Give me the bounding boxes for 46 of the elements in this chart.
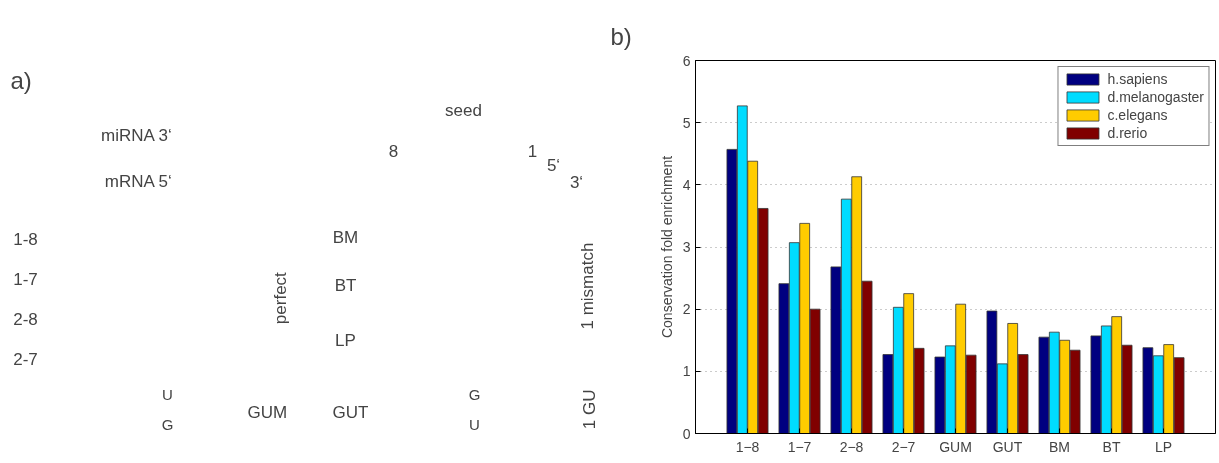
text: 2-7 bbox=[13, 350, 38, 370]
text: 1-8 bbox=[13, 230, 38, 250]
text: G bbox=[468, 386, 481, 404]
text: seed bbox=[445, 100, 482, 120]
legend-label: c.elegans bbox=[1107, 107, 1168, 123]
text: GUT bbox=[332, 403, 369, 423]
x-tick-label: 1−7 bbox=[787, 438, 812, 455]
y-tick-label: 4 bbox=[682, 176, 691, 193]
chart-title: b) bbox=[610, 22, 632, 50]
text: 1-7 bbox=[13, 269, 38, 289]
text: LP bbox=[335, 331, 356, 351]
legend-label: d.rerio bbox=[1107, 125, 1148, 141]
text: GUM bbox=[247, 403, 288, 423]
y-axis-title: Conservation fold enrichment bbox=[658, 155, 675, 339]
text: 2-8 bbox=[13, 310, 38, 330]
x-tick-label: 2−8 bbox=[839, 438, 864, 455]
text: BT bbox=[334, 275, 357, 295]
text: G bbox=[161, 416, 174, 434]
y-tick-label: 1 bbox=[682, 363, 691, 380]
legend-label: h.sapiens bbox=[1107, 71, 1168, 87]
text: 8 bbox=[388, 141, 399, 161]
text: perfect bbox=[271, 271, 290, 325]
text: 1 GU bbox=[580, 389, 599, 430]
text: miRNA 3‘ bbox=[100, 125, 172, 145]
legend-label: d.melanogaster bbox=[1107, 89, 1204, 105]
y-tick-label: 2 bbox=[682, 301, 691, 318]
x-tick-label: GUT bbox=[992, 438, 1023, 455]
text: U bbox=[469, 416, 480, 434]
text: 1 mismatch bbox=[578, 242, 597, 330]
x-tick-label: LP bbox=[1154, 438, 1173, 455]
y-tick-label: 3 bbox=[682, 239, 691, 255]
text: 1 bbox=[527, 141, 538, 161]
y-tick-label: 5 bbox=[682, 114, 691, 131]
x-tick-label: GUM bbox=[939, 438, 972, 455]
text: BM bbox=[332, 228, 359, 248]
text: U bbox=[162, 386, 173, 404]
text: 3‘ bbox=[569, 173, 584, 193]
x-tick-label: BT bbox=[1102, 438, 1121, 455]
y-tick-label: 6 bbox=[682, 52, 691, 69]
x-tick-label: 1−8 bbox=[735, 438, 760, 455]
x-tick-label: BM bbox=[1049, 438, 1070, 455]
text: a) bbox=[10, 66, 32, 94]
text: mRNA 5‘ bbox=[104, 171, 172, 191]
text: 5‘ bbox=[546, 155, 561, 175]
x-tick-label: 2−7 bbox=[891, 438, 916, 455]
y-tick-label: 0 bbox=[682, 425, 691, 442]
